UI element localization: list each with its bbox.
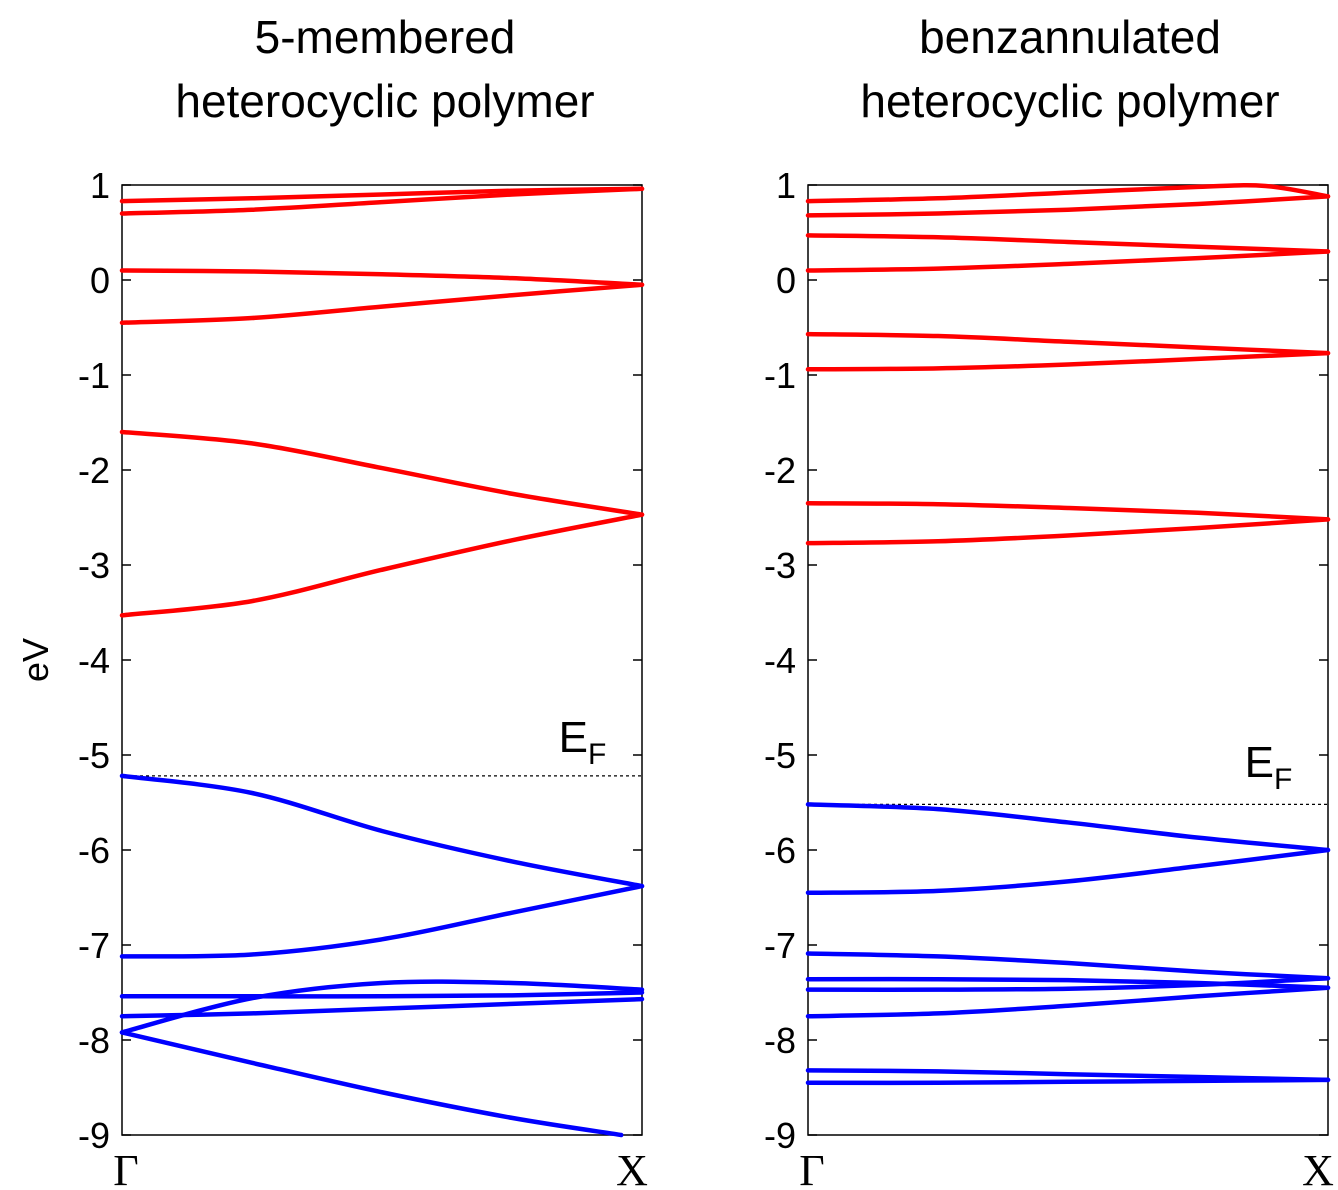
- y-tick-label: -1: [78, 355, 110, 396]
- fermi-label: E: [1245, 738, 1274, 787]
- y-tick-label: 1: [90, 165, 110, 206]
- valence-band-line-11: [119, 979, 645, 1035]
- conduction-band-line-4: [805, 249, 1331, 273]
- valence-band-line-14: [805, 985, 1331, 1019]
- panel-left-title-line-1: 5-membered: [255, 11, 516, 63]
- y-tick-label: -7: [78, 925, 110, 966]
- y-tick-label: -1: [764, 355, 796, 396]
- conduction-band-line-3: [119, 268, 645, 287]
- valence-band-line-10: [119, 996, 645, 1019]
- conduction-band-line-7: [805, 501, 1331, 522]
- valence-band-line-12: [119, 1030, 624, 1138]
- y-tick-label: -2: [764, 450, 796, 491]
- y-tick-label: -4: [764, 640, 796, 681]
- x-tick-label-gamma: Γ: [113, 1146, 138, 1190]
- conduction-band-line-6: [119, 512, 645, 618]
- x-tick-label-gamma: Γ: [799, 1146, 824, 1190]
- y-tick-label: -9: [764, 1115, 796, 1156]
- panel-left-title-line-2: heterocyclic polymer: [175, 75, 594, 127]
- valence-band-line-15: [805, 1068, 1331, 1083]
- y-tick-label: 1: [776, 165, 796, 206]
- y-tick-label: -4: [78, 640, 110, 681]
- panel-right-title-line-1: benzannulated: [919, 11, 1221, 63]
- fermi-label-subscript: F: [588, 738, 606, 771]
- y-axis-label: eV: [15, 638, 56, 682]
- x-tick-label-x: X: [1302, 1146, 1334, 1190]
- y-tick-label: -3: [764, 545, 796, 586]
- fermi-label: E: [559, 713, 588, 762]
- panel-right-plot: 1 0 -1 -2 -3 -4 -5 -6 -7 -8 -9Γ X E F: [764, 165, 1334, 1190]
- valence-band-line-8: [119, 883, 645, 959]
- conduction-band-line-5: [119, 429, 645, 517]
- panel-right-title-line-2: heterocyclic polymer: [860, 75, 1279, 127]
- conduction-band-line-6: [805, 350, 1331, 372]
- y-tick-label: -5: [764, 735, 796, 776]
- y-tick-label: -9: [78, 1115, 110, 1156]
- y-tick-label: -6: [78, 830, 110, 871]
- y-tick-label: -8: [78, 1020, 110, 1061]
- y-tick-label: -6: [764, 830, 796, 871]
- y-tick-label: -3: [78, 545, 110, 586]
- conduction-band-line-4: [119, 282, 645, 325]
- valence-band-line-9: [119, 990, 645, 999]
- valence-band-line-10: [805, 847, 1331, 895]
- fermi-label-subscript: F: [1274, 763, 1292, 796]
- conduction-band-line-2: [119, 186, 645, 216]
- conduction-band-line-5: [805, 331, 1331, 356]
- valence-band-line-7: [119, 773, 645, 889]
- y-tick-label: -8: [764, 1020, 796, 1061]
- y-tick-label: -2: [78, 450, 110, 491]
- y-tick-label: -5: [78, 735, 110, 776]
- y-tick-label: -7: [764, 925, 796, 966]
- panel-left-plot: 1 0 -1 -2 -3 -4 -5 -6 -7 -8 -9Γ X E F: [78, 165, 648, 1190]
- valence-band-line-11: [805, 951, 1331, 981]
- panel-right: benzannulated heterocyclic polymer 1 0 -1 -…: [764, 11, 1334, 1190]
- valence-band-line-16: [805, 1077, 1331, 1086]
- conduction-band-line-1: [119, 186, 645, 204]
- panel-left: 5-membered heterocyclic polymer eV 1 0 -1 -…: [15, 11, 648, 1190]
- x-tick-label-x: X: [616, 1146, 648, 1190]
- y-tick-label: 0: [776, 260, 796, 301]
- y-tick-label: 0: [90, 260, 110, 301]
- conduction-band-line-1: [805, 182, 1331, 204]
- valence-band-line-13: [805, 976, 1331, 992]
- conduction-band-line-8: [805, 517, 1331, 546]
- conduction-band-line-3: [805, 233, 1331, 254]
- conduction-band-line-2: [805, 194, 1331, 218]
- valence-band-line-9: [805, 802, 1331, 853]
